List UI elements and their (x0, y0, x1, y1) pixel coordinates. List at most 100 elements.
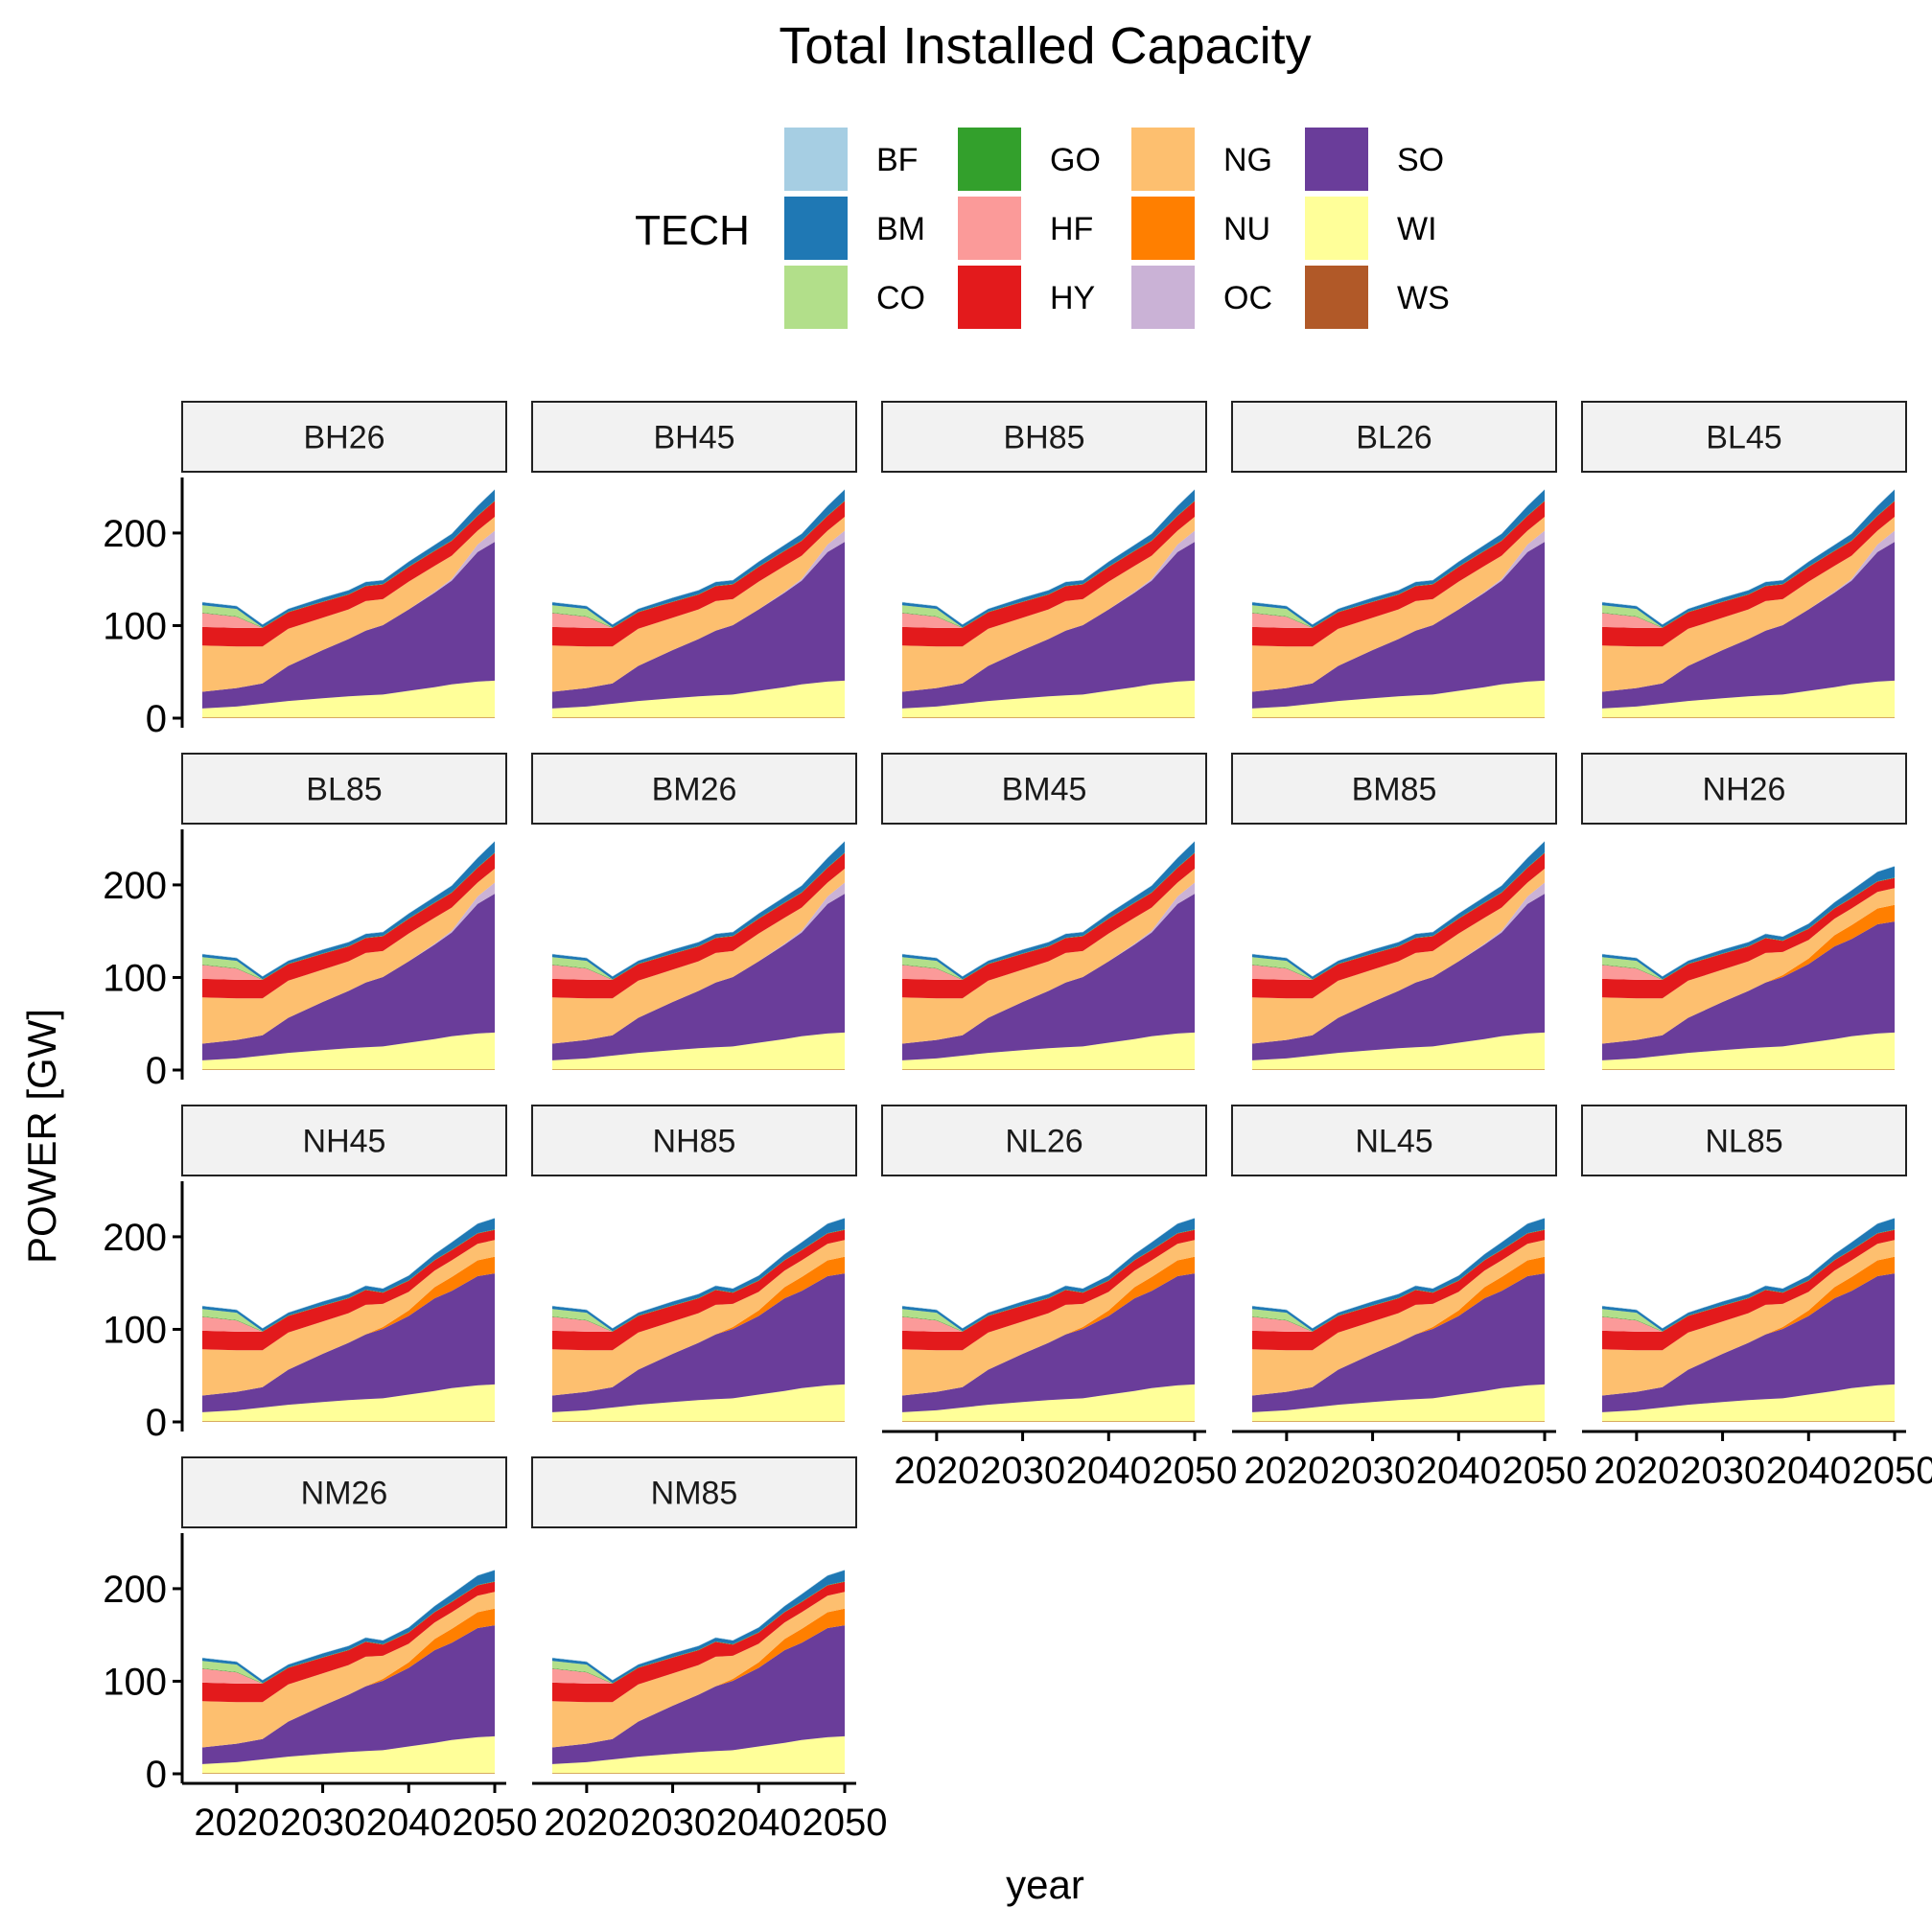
area-hf (552, 1229, 845, 1332)
area-ws (902, 1421, 1195, 1422)
legend-label-ng: NG (1223, 142, 1272, 178)
y-tick-label: 100 (103, 605, 167, 647)
area-ws (1602, 717, 1895, 718)
area-nu (552, 1608, 845, 1748)
area-hf (1602, 1229, 1895, 1332)
legend-title: TECH (635, 207, 750, 254)
panel-bl85: BL85 0 100 200 (103, 753, 507, 1092)
legend-key-ws (1305, 266, 1368, 329)
area-ng (1252, 1240, 1545, 1396)
panel-bh26: BH26 0 100 200 (103, 401, 507, 740)
x-tick-label: 2040 (1066, 1450, 1152, 1492)
facet-strip (1231, 1105, 1557, 1176)
area-hy (552, 1581, 845, 1703)
panel-nh26: NH26 (1581, 753, 1907, 1070)
chart-title: Total Installed Capacity (779, 17, 1311, 75)
area-nu (552, 1256, 845, 1396)
area-wi (1252, 1032, 1545, 1070)
x-tick-label: 2050 (1502, 1450, 1588, 1492)
area-nu (202, 1256, 495, 1396)
area-wi (202, 1735, 495, 1774)
area-hf (1602, 877, 1895, 980)
area-so (1252, 894, 1545, 1060)
panel-bm85: BM85 (1231, 753, 1557, 1070)
y-tick-label: 100 (103, 957, 167, 999)
area-hy (1252, 500, 1545, 647)
panel-nh45: NH45 0 100 200 (103, 1105, 507, 1444)
area-wi (202, 680, 495, 718)
x-tick-label: 2040 (366, 1802, 452, 1844)
facet-strip-label: NH45 (303, 1124, 386, 1160)
facet-strip (181, 1456, 507, 1528)
facet-strip (1581, 401, 1907, 473)
facet-strip-label: BH26 (303, 420, 384, 456)
area-wi (552, 1384, 845, 1422)
area-so (552, 542, 845, 709)
area-nu (1252, 1256, 1545, 1396)
area-so (552, 894, 845, 1060)
area-hf (552, 1581, 845, 1684)
area-wi (552, 1032, 845, 1070)
area-hy (902, 1229, 1195, 1351)
area-ng (1602, 1240, 1895, 1396)
y-axis-title: POWER [GW] (19, 1009, 64, 1264)
area-nu (1602, 1256, 1895, 1396)
legend-key-co (784, 266, 848, 329)
facet-strip-label: NH26 (1703, 772, 1786, 808)
panel-bm45: BM45 (881, 753, 1207, 1070)
facet-strip (531, 753, 857, 825)
legend-key-ng (1131, 128, 1195, 191)
legend-key-hf (958, 197, 1021, 260)
legend-label-hy: HY (1050, 280, 1095, 316)
area-ws (202, 1773, 495, 1774)
legend-label-co: CO (876, 280, 925, 316)
area-hf (202, 1581, 495, 1684)
area-wi (202, 1032, 495, 1070)
area-wi (902, 1384, 1195, 1422)
legend-key-wi (1305, 197, 1368, 260)
x-tick-label: 2040 (1416, 1450, 1501, 1492)
y-tick-label: 200 (103, 1217, 167, 1259)
facet-strip-label: BM85 (1352, 772, 1437, 808)
y-tick-label: 200 (103, 865, 167, 907)
area-ng (202, 1240, 495, 1396)
area-hy (902, 500, 1195, 647)
area-ng (202, 1592, 495, 1748)
area-ws (1602, 1421, 1895, 1422)
area-hf (202, 1229, 495, 1332)
legend-key-bm (784, 197, 848, 260)
area-ng (1602, 888, 1895, 1044)
area-hy (1602, 500, 1895, 647)
area-so (202, 894, 495, 1060)
area-co (202, 852, 495, 980)
y-tick-label: 0 (146, 698, 167, 740)
facet-strip-label: BH45 (653, 420, 734, 456)
facet-strip-label: NM26 (301, 1476, 388, 1512)
x-tick-label: 2050 (453, 1802, 538, 1844)
area-ws (1602, 1069, 1895, 1070)
area-ws (902, 1069, 1195, 1070)
area-so (902, 542, 1195, 709)
area-ws (552, 1069, 845, 1070)
area-hy (202, 852, 495, 999)
area-wi (552, 1735, 845, 1774)
area-wi (902, 680, 1195, 718)
panel-bl26: BL26 (1231, 401, 1557, 718)
panel-nl26: NL26 2020 2030 2040 2050 (881, 1105, 1237, 1492)
legend-key-so (1305, 128, 1368, 191)
panel-nl85: NL85 2020 2030 2040 2050 (1581, 1105, 1932, 1492)
area-so (1602, 542, 1895, 709)
area-co (552, 852, 845, 980)
facet-strip (531, 1456, 857, 1528)
facet-strip (881, 753, 1207, 825)
x-tick-label: 2030 (1680, 1450, 1765, 1492)
facet-strip (1581, 1105, 1907, 1176)
facet-strip-label: BM26 (652, 772, 737, 808)
legend-label-wi: WI (1397, 211, 1437, 247)
area-hy (552, 1229, 845, 1351)
area-hy (552, 500, 845, 647)
area-hy (1602, 877, 1895, 999)
area-ng (202, 869, 495, 1044)
area-ng (552, 517, 845, 692)
